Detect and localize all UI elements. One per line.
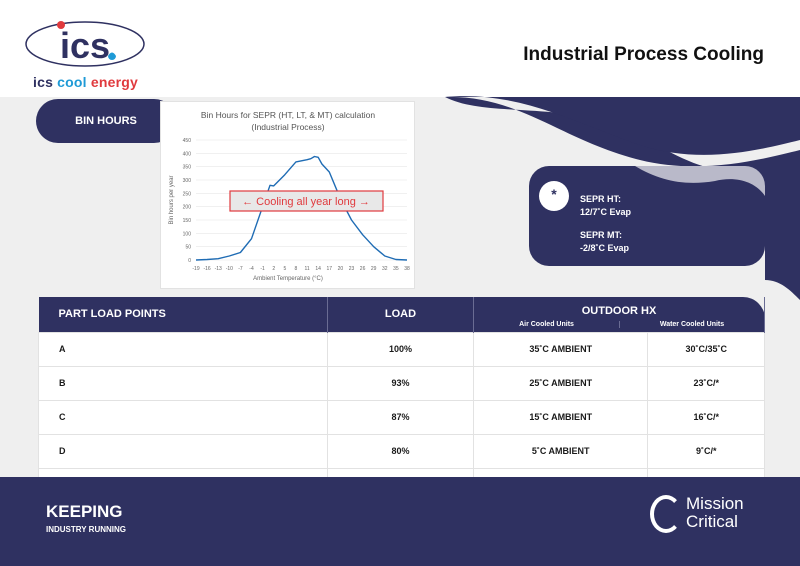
y-tick-label: 50 [185,245,191,251]
row-air: 25˚C AMBIENT [472,365,649,401]
x-tick-label: 32 [382,266,388,272]
row-point: C [38,399,328,435]
table-row: A 100% 35˚C AMBIENT 30˚C/35˚C [38,331,765,367]
col-header-outdoor: OUTDOOR HX Air Cooled Units Water Cooled … [473,297,765,332]
row-point: D [38,433,328,469]
row-water: 9˚C/* [647,433,765,469]
page-title: Industrial Process Cooling [523,44,764,65]
row-load: 80% [327,433,474,469]
row-point: A [38,331,328,367]
x-tick-label: 11 [304,266,309,272]
footer: KEEPING INDUSTRY RUNNING Mission Critical [0,477,800,566]
y-tick-label: 100 [183,231,192,237]
row-load: 87% [327,399,474,435]
table-row: C 87% 15˚C AMBIENT 16˚C/* [38,399,765,435]
table-row: B 93% 25˚C AMBIENT 23˚C/* [38,365,765,401]
x-tick-label: -10 [226,266,233,272]
ics-logo: ics [25,21,145,67]
brand-text: ics cool energy [33,74,138,90]
x-tick-label: -13 [215,266,222,272]
x-tick-label: 8 [295,266,298,272]
y-tick-label: 0 [188,258,191,264]
y-tick-label: 300 [183,178,192,184]
x-tick-label: -7 [238,266,243,272]
row-air: 5˚C AMBIENT [472,433,649,469]
section-pill: BIN HOURS [36,99,176,143]
table-row: D 80% 5˚C AMBIENT 9˚C/* [38,433,765,469]
brand-word: energy [90,74,138,90]
keeping-text: KEEPIN [46,502,110,521]
x-axis-label: Ambient Temperature (°C) [253,276,323,282]
svg-text:ics: ics [60,25,110,66]
series-line [195,155,408,261]
info-wave [635,166,765,196]
chart-title: Bin Hours for SEPR (HT, LT, & MT) calcul… [201,110,375,120]
x-tick-label: 5 [283,266,286,272]
part-load-table: PART LOAD POINTS LOAD OUTDOOR HX Air Coo… [38,297,765,503]
x-tick-label: 26 [360,266,366,272]
sepr-mt-label: SEPR MT: [580,230,623,240]
brand-word: cool [57,74,87,90]
brand-word: ics [33,74,54,90]
x-tick-label: 38 [404,266,410,272]
sepr-info-box: * SEPR HT: 12/7˚C Evap SEPR MT: -2/8˚C E… [529,166,765,266]
row-load: 93% [327,365,474,401]
y-tick-label: 250 [183,191,192,197]
row-load: 100% [327,331,474,367]
snowflake-icon: * [539,181,569,211]
sepr-ht-label: SEPR HT: [580,194,622,204]
mission-critical-icon [650,495,682,533]
annotation-box [229,190,384,212]
row-water: 30˚C/35˚C [647,331,765,367]
row-point: B [38,365,328,401]
running-text: INDUSTRY RUNNING [46,525,127,534]
y-tick-label: 450 [183,138,192,144]
x-tick-label: 35 [393,266,399,272]
sepr-mt-value: -2/8˚C Evap [580,243,630,253]
row-water: 16˚C/* [647,399,765,435]
y-tick-label: 350 [183,165,192,171]
col-header-water: Water Cooled Units [619,320,764,328]
col-header-air: Air Cooled Units [519,320,574,328]
x-tick-label: 2 [272,266,275,272]
critical-text: Critical [686,512,738,531]
y-tick-label: 400 [183,151,192,157]
x-tick-label: 20 [338,266,344,272]
x-tick-label: -19 [192,266,199,272]
annotation-text: ← Cooling all year long → [242,196,370,208]
col-header-load: LOAD [327,297,474,332]
bin-hours-chart: Bin Hours for SEPR (HT, LT, & MT) calcul… [160,101,415,289]
x-tick-label: 17 [326,266,332,272]
x-tick-label: 23 [349,266,355,272]
decorative-wave [445,96,800,300]
row-water: 23˚C/* [647,365,765,401]
chart-subtitle: (Industrial Process) [251,122,324,132]
chart-svg: Bin Hours for SEPR (HT, LT, & MT) calcul… [169,110,410,282]
x-tick-label: 29 [371,266,377,272]
sepr-ht-value: 12/7˚C Evap [580,207,632,217]
mission-critical-logo: Mission Critical [686,495,744,531]
row-air: 35˚C AMBIENT [472,331,649,367]
y-tick-label: 150 [183,218,192,224]
x-tick-label: -16 [203,266,210,272]
keeping-logo: KEEPING [46,502,123,522]
row-air: 15˚C AMBIENT [472,399,649,435]
x-tick-label: -1 [260,266,265,272]
y-axis-label: Bin hours per year [169,175,175,224]
mission-text: Mission [686,494,744,513]
x-tick-label: -4 [249,266,254,272]
outdoor-hx-label: OUTDOOR HX [581,304,657,317]
col-header-points: PART LOAD POINTS [38,297,328,332]
x-tick-label: 14 [315,266,321,272]
header-bar [0,0,800,97]
y-tick-label: 200 [183,205,192,211]
gear-icon: G [109,502,123,521]
